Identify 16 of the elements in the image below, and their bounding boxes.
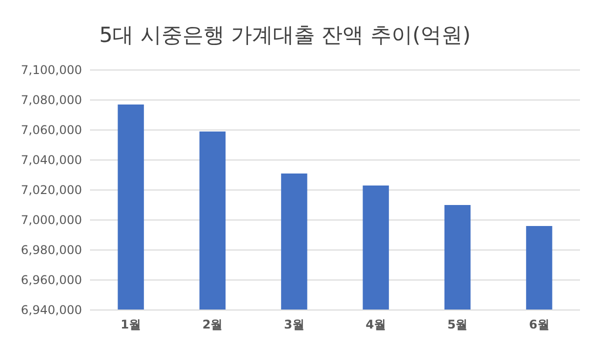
- y-tick-label: 6,980,000: [20, 242, 82, 257]
- x-tick-label: 5월: [447, 318, 468, 332]
- y-tick-label: 7,040,000: [20, 152, 82, 167]
- chart-title: 5대 시중은행 가계대출 잔액 추이(억원): [99, 23, 471, 47]
- y-tick-label: 7,060,000: [20, 122, 82, 137]
- y-tick-label: 6,940,000: [20, 302, 82, 317]
- y-tick-label: 6,960,000: [20, 272, 82, 287]
- x-tick-label: 2월: [202, 318, 223, 332]
- y-tick-label: 7,100,000: [20, 62, 82, 77]
- x-tick-label: 4월: [366, 318, 386, 332]
- x-tick-label: 6월: [528, 318, 550, 332]
- y-tick-label: 7,080,000: [20, 92, 82, 107]
- y-tick-label: 7,020,000: [20, 182, 82, 197]
- y-tick-label: 7,000,000: [20, 212, 82, 227]
- x-tick-label: 1월: [120, 318, 142, 332]
- x-tick-label: 3월: [284, 318, 304, 332]
